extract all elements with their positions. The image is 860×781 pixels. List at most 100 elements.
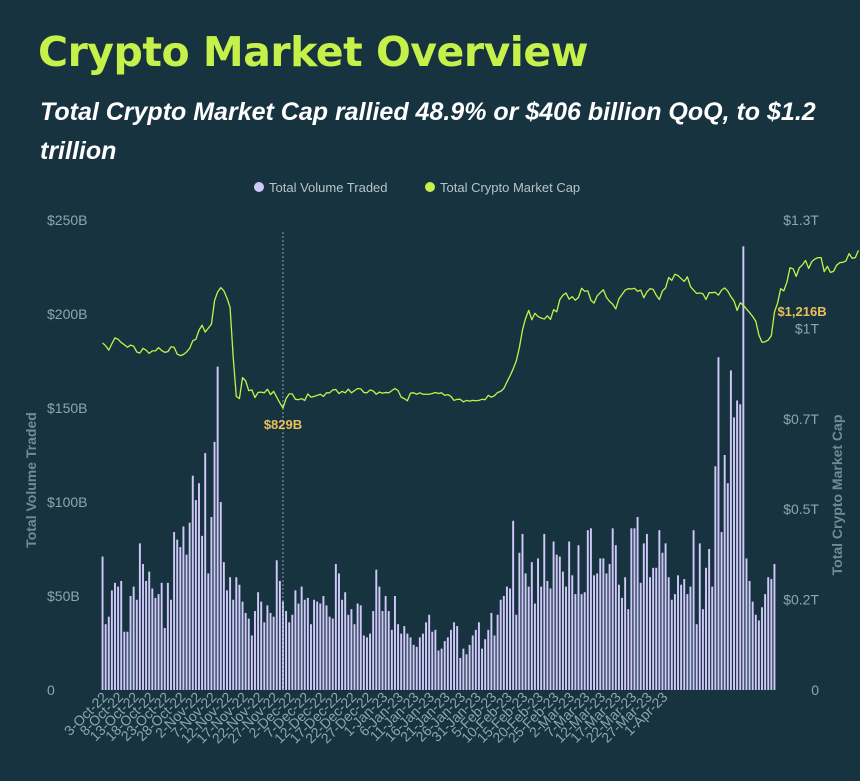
volume-bar (549, 588, 552, 690)
volume-bar (421, 633, 424, 690)
volume-bar (114, 582, 116, 690)
volume-bar (490, 612, 493, 690)
volume-bar (123, 631, 126, 690)
volume-bar (751, 601, 754, 690)
volume-bar (484, 639, 487, 690)
volume-bar (101, 556, 104, 690)
volume-bar (412, 644, 415, 690)
right-axis: 0 $0.2T $0.5T $0.7T $1T $1.3T (783, 212, 819, 698)
volume-bar (194, 500, 197, 690)
volume-bar (288, 622, 291, 690)
volume-bar (658, 530, 661, 690)
volume-bar (322, 596, 325, 690)
volume-bar (505, 586, 508, 690)
volume-bar (406, 633, 409, 690)
volume-bar (583, 592, 586, 690)
volume-bar (198, 483, 200, 690)
volume-bar (179, 547, 182, 690)
volume-bar (241, 601, 244, 690)
volume-bar (518, 552, 521, 690)
volume-bar (558, 556, 561, 690)
volume-bar (325, 605, 328, 690)
volume-bar (266, 605, 269, 690)
volume-bar (524, 573, 527, 690)
volume-bar (645, 533, 648, 690)
volume-bar (664, 543, 667, 690)
volume-bar (384, 596, 387, 690)
legend-label-volume: Total Volume Traded (269, 180, 388, 195)
volume-bar (698, 543, 701, 690)
volume-bar (250, 635, 253, 690)
volume-bar (107, 616, 110, 690)
volume-bar (568, 541, 571, 690)
volume-bar (708, 549, 711, 690)
volume-bar (745, 558, 748, 690)
volume-bar (717, 357, 720, 690)
volume-bar (512, 520, 515, 690)
volume-bar (235, 577, 238, 690)
volume-bar (431, 631, 434, 690)
volume-bar (589, 528, 592, 690)
volume-bar (748, 580, 751, 690)
market-cap-low-label: $829B (264, 417, 302, 432)
right-tick-label: $0.5T (783, 501, 819, 517)
legend-label-marketcap: Total Crypto Market Cap (440, 180, 580, 195)
volume-bar (210, 517, 213, 690)
volume-bar (540, 586, 543, 690)
volume-bar (499, 599, 502, 690)
volume-bar (104, 624, 107, 690)
left-tick-label: $50B (47, 588, 80, 604)
volume-bar (639, 582, 642, 690)
volume-bar (160, 582, 163, 690)
left-tick-label: $250B (47, 212, 87, 228)
volume-bar (207, 573, 210, 690)
volume-bar (275, 560, 278, 690)
volume-bar (593, 575, 595, 690)
volume-bar (170, 599, 172, 690)
volume-bar (297, 603, 300, 690)
volume-bar (456, 626, 459, 690)
volume-bars (101, 246, 776, 690)
volume-bar (294, 590, 297, 690)
volume-bar (533, 603, 536, 690)
volume-bar (543, 533, 546, 690)
x-axis: 3-Oct-228-Oct-2213-Oct-2218-Oct-2223-Oct… (61, 689, 671, 747)
volume-bar (552, 541, 555, 690)
volume-bar (764, 594, 767, 690)
volume-bar (481, 648, 484, 690)
volume-bar (313, 599, 316, 690)
volume-bar (229, 577, 232, 690)
left-axis: 0 $50B $100B $150B $200B $250B (47, 212, 87, 698)
volume-bar (667, 577, 670, 690)
volume-bar (614, 545, 617, 690)
volume-bar (148, 571, 151, 690)
volume-bar (683, 579, 686, 690)
market-cap-line (102, 250, 860, 409)
volume-bar (397, 624, 400, 690)
volume-bar (362, 635, 365, 690)
volume-bar (767, 577, 770, 690)
volume-bar (154, 597, 157, 690)
volume-bar (636, 517, 639, 690)
volume-bar (770, 579, 773, 690)
volume-bar (692, 530, 695, 690)
volume-bar (247, 618, 250, 690)
legend-marker-volume (254, 182, 264, 192)
volume-bar (310, 624, 312, 690)
volume-bar (185, 554, 188, 690)
left-tick-label: $100B (47, 494, 87, 510)
volume-bar (129, 596, 132, 690)
volume-bar (232, 599, 235, 690)
volume-bar (605, 573, 608, 690)
volume-bar (257, 592, 260, 690)
volume-bar (191, 475, 194, 690)
volume-bar (269, 612, 272, 690)
volume-bar (291, 614, 294, 690)
volume-bar (733, 417, 735, 690)
volume-bar (773, 564, 776, 690)
volume-bar (341, 599, 344, 690)
volume-bar (166, 582, 169, 690)
volume-bar (537, 558, 539, 690)
volume-bar (437, 650, 440, 690)
volume-bar (132, 586, 135, 690)
